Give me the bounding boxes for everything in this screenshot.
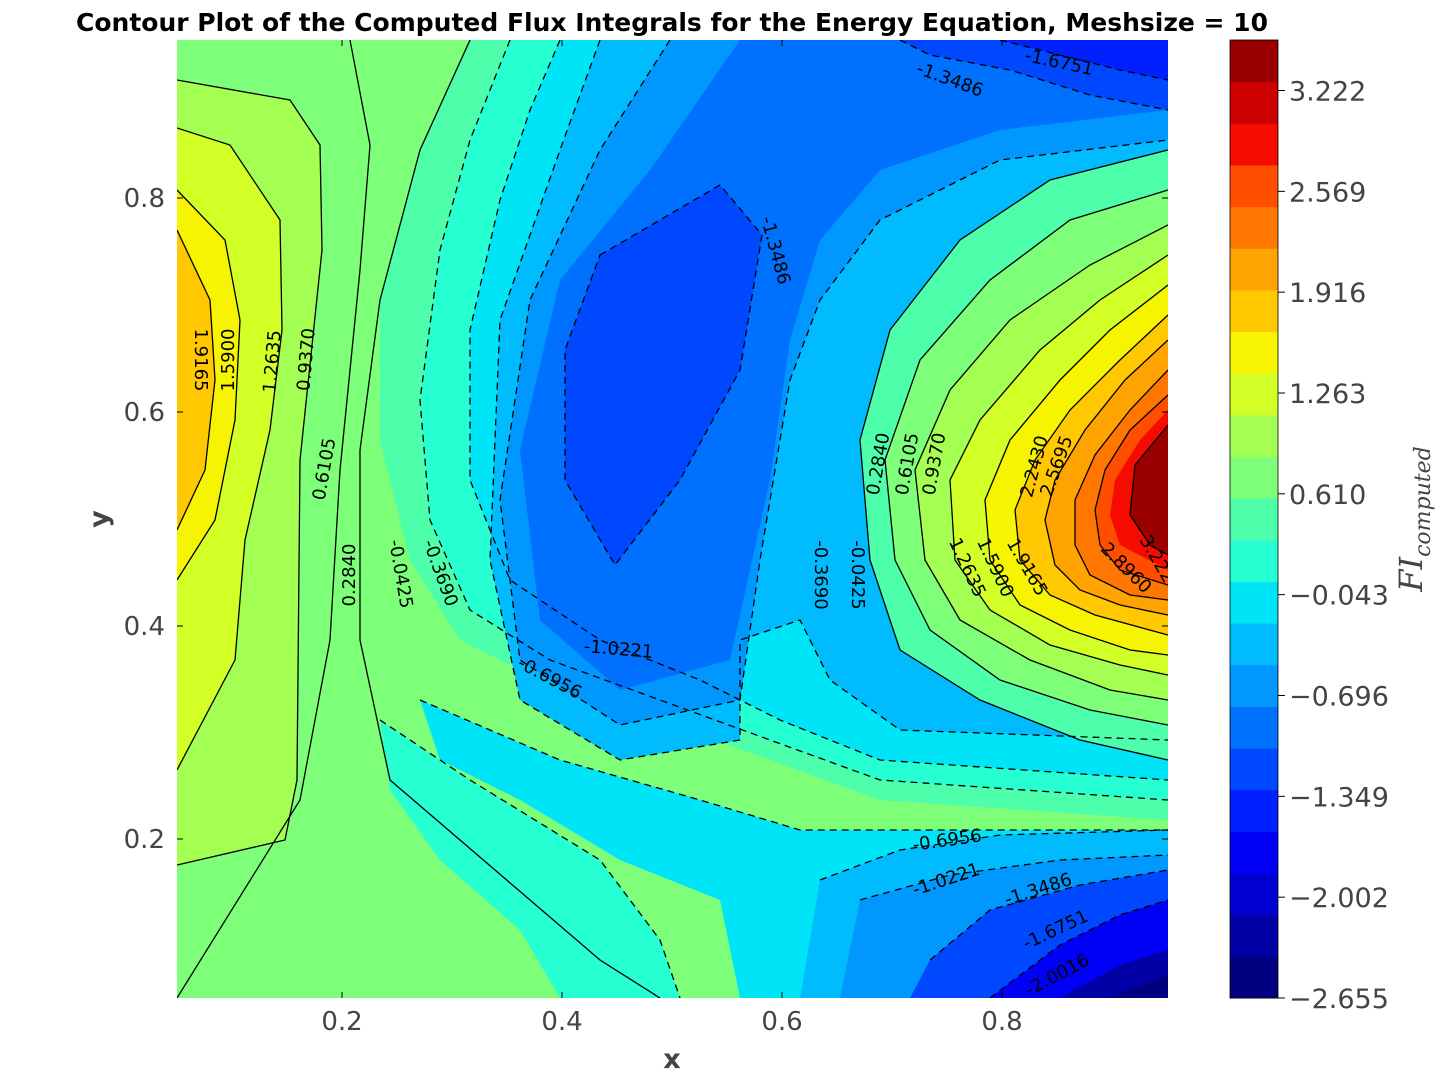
contour-line-0.2840-left [359,40,661,998]
contour-line-neg0.0425-lower [379,719,681,998]
colorbar-band [1230,164,1278,208]
colorbar-label-base: FI [1392,556,1430,593]
colorbar-band [1230,289,1278,333]
contour-line-0.9370-left [177,79,323,866]
y-tick-label: 0.8 [124,184,165,214]
colorbar-band [1230,623,1278,666]
contour-line-2.8960-right [1094,394,1168,586]
contour-line-1.9165-right [1014,314,1168,636]
contour-line-0.6105-left [177,40,371,998]
colorbar-band [1230,581,1278,624]
colorbar-band [1230,123,1278,166]
contour-label: 1.5900 [218,329,239,392]
colorbar-frame [1229,39,1279,999]
colorbar-tick-label: −0.043 [1289,581,1389,612]
contour-band-deep-blue [520,40,1168,690]
contour-label: 0.2840 [339,544,360,607]
colorbar-band [1230,40,1278,83]
contour-line-neg1.0221-bottom [819,829,1168,881]
contour-label: 1.9165 [190,329,211,392]
x-tick-label: 0.8 [981,1007,1022,1037]
contour-line-neg0.0425-left [419,40,1168,801]
colorbar-tick-label: 2.569 [1289,177,1366,208]
colorbar-band [1230,706,1278,749]
colorbar-band [1230,831,1278,874]
x-axis-label: x [663,1044,680,1075]
contour-label: -0.0425 [847,540,868,609]
colorbar-tick-label: −1.349 [1289,782,1389,813]
contour-line-0.6105-right [884,189,1168,726]
y-axis-label: y [84,510,115,528]
contour-line-1.5900-left [177,189,241,581]
colorbar-band [1230,498,1278,541]
colorbar-tick-label: 3.222 [1289,76,1366,107]
colorbar-band [1230,81,1278,124]
contour-line-neg0.3690-lower [419,699,1168,831]
colorbar-band [1230,664,1278,707]
contour-band-right-max [1130,425,1168,555]
x-tick-label: 0.4 [541,1007,582,1037]
contour-line-neg1.3486-center [564,184,763,567]
colorbar-tick-label: −0.696 [1289,681,1389,712]
contour-band-top-right-2 [1000,40,1168,80]
colorbar-band [1230,748,1278,791]
colorbar-band [1230,789,1278,832]
contour-line-1.2635-left [177,127,283,771]
contour-band-aqua-lower [380,720,680,998]
contour-line-1.2635-right [949,254,1168,676]
colorbar-band [1230,414,1278,458]
contour-line-1.9165-left [177,229,216,531]
x-tick-label: 0.2 [321,1007,362,1037]
colorbar-band [1230,873,1278,916]
contour-line-neg0.3690 [469,40,1168,781]
contour-line-1.5900-right [984,284,1168,656]
colorbar-label-sub: computed [1411,446,1436,557]
contour-label: -0.3690 [810,540,831,609]
colorbar-tick-label: 1.916 [1289,278,1366,309]
colorbar: 3.222 2.569 1.916 1.263 0.610 −0.043 −0.696 −1.… [1229,39,1436,1015]
colorbar-band [1230,248,1278,291]
colorbar-band [1230,539,1278,582]
colorbar-tick-label: −2.655 [1289,984,1389,1015]
contour-band-bottom-right-6 [1110,975,1168,998]
colorbar-tick-label: −2.002 [1289,883,1389,914]
contour-line-neg0.6956 [489,40,1168,761]
y-tick-label: 0.4 [124,612,165,642]
contour-line-2.5695-right [1074,369,1168,601]
contour-line-neg1.0221 [499,40,1168,726]
colorbar-tick-label: 0.610 [1289,480,1366,511]
contour-line-neg1.6751-top [999,40,1168,81]
contour-line-neg1.3486-top [899,40,1168,111]
y-tick-label: 0.6 [124,398,165,428]
contour-line-neg2.0016-bottom [989,899,1168,998]
contour-line-3.222-right [1129,424,1168,556]
colorbar-tick-label: 1.263 [1289,379,1366,410]
colorbar-band [1230,456,1278,499]
contour-line-neg1.6751-bottom [929,869,1168,961]
y-tick-label: 0.2 [124,825,165,855]
colorbar-label: FIcomputed [1392,446,1436,592]
contour-band-min-center [565,185,762,565]
x-tick-label: 0.6 [761,1007,802,1037]
contour-line-0.2840-right [859,149,1168,761]
contour-band-left-orange [177,230,215,530]
colorbar-band [1230,956,1278,999]
y-axis: 0.8 0.6 0.4 0.2 y [84,184,1168,855]
colorbar-band [1230,373,1278,416]
chart-title: Contour Plot of the Computed Flux Integr… [76,8,1268,37]
colorbar-band [1230,914,1278,957]
x-axis: 0.2 0.4 0.6 0.8 x [321,40,1023,1075]
colorbar-band [1230,206,1278,249]
contour-line-neg1.3486-bottom [859,854,1168,901]
contour-line-0.9370-right [914,224,1168,701]
contour-lines [177,40,1168,998]
contour-line-2.2430-right [1044,339,1168,616]
plot-area: 1.9165 1.5900 1.2635 0.9370 0.6105 0.284… [177,40,1168,998]
contour-lines-negative [379,40,1168,998]
colorbar-band [1230,331,1278,374]
